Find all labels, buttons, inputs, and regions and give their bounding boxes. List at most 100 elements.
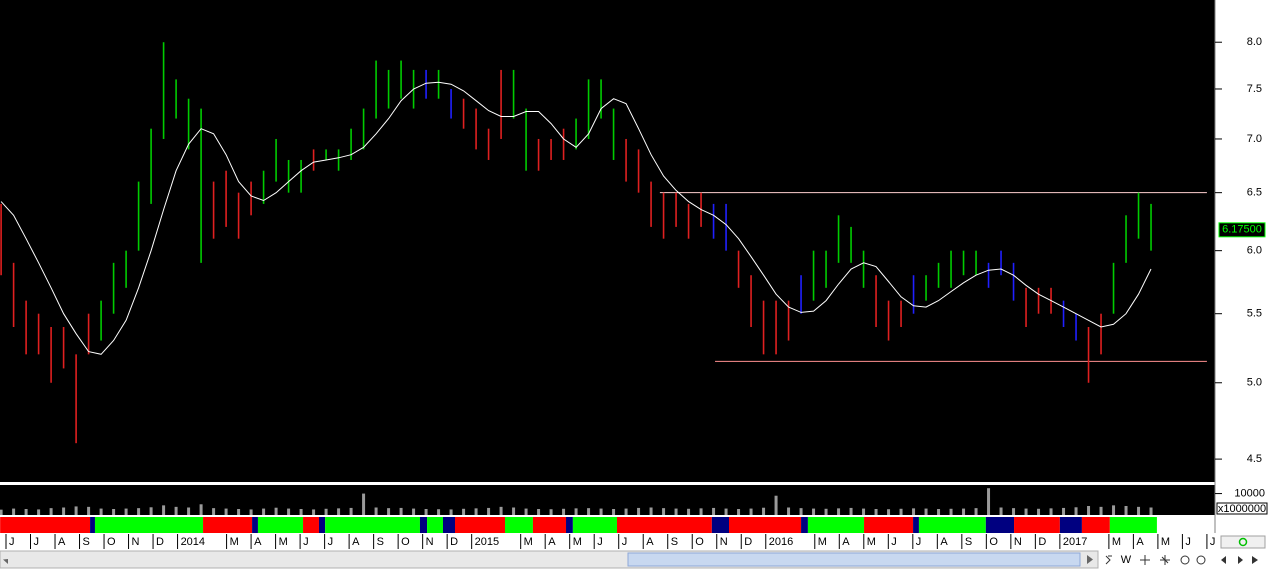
volume-bar xyxy=(324,508,328,515)
x-tick-label: J xyxy=(1185,536,1191,548)
scroll-left[interactable] xyxy=(3,559,8,564)
trend-segment xyxy=(252,517,258,533)
zoom-in[interactable] xyxy=(1196,555,1206,565)
x-tick-label: A xyxy=(1136,536,1144,548)
trend-segment xyxy=(918,517,986,533)
x-tick-label: A xyxy=(940,536,948,548)
volume-bar xyxy=(524,508,528,515)
y-tick-label: 6.5 xyxy=(1247,187,1262,199)
volume-bar xyxy=(599,508,603,515)
volume-bar xyxy=(612,509,616,515)
volume-bar xyxy=(424,509,428,515)
volume-bar xyxy=(912,508,916,515)
volume-bar xyxy=(274,507,278,515)
volume-bar xyxy=(199,504,203,515)
x-tick-label: O xyxy=(989,536,998,548)
volume-bar xyxy=(649,507,653,515)
status-button[interactable] xyxy=(1220,535,1266,549)
volume-bar xyxy=(1012,508,1016,515)
x-tick-label: 2015 xyxy=(475,536,499,548)
zoom-out[interactable] xyxy=(1180,555,1190,565)
y-tick-label: 6.0 xyxy=(1247,245,1262,257)
volume-bar xyxy=(987,488,991,515)
x-tick-label: S xyxy=(377,536,384,548)
volume-unit-box xyxy=(1216,502,1268,515)
volume-bar xyxy=(1024,508,1028,515)
volume-bar xyxy=(12,508,16,515)
volume-bar xyxy=(974,508,978,515)
volume-bar xyxy=(899,508,903,515)
x-tick-label: M xyxy=(524,536,533,548)
volume-bar xyxy=(787,507,791,515)
scroll-thumb[interactable] xyxy=(627,552,1081,567)
last-value-label: 6.17500 xyxy=(1222,224,1262,236)
x-tick-label: M xyxy=(573,536,582,548)
x-tick-label: N xyxy=(1014,536,1022,548)
volume-bar xyxy=(1149,507,1153,515)
volume-bar xyxy=(837,508,841,515)
volume-bar xyxy=(1087,506,1091,515)
volume-bar xyxy=(362,493,366,515)
tool-icon[interactable] xyxy=(1140,555,1150,565)
nav-icons[interactable] xyxy=(1221,556,1258,564)
x-tick-label: J xyxy=(303,536,309,548)
volume-bar xyxy=(737,509,741,515)
volume-bar xyxy=(499,506,503,515)
volume-bar xyxy=(337,508,341,515)
volume-tick-label: 10000 xyxy=(1234,487,1265,499)
y-tick-label: 5.5 xyxy=(1247,308,1262,320)
volume-bar xyxy=(187,507,191,515)
tool-icon[interactable] xyxy=(1160,555,1170,565)
volume-bar xyxy=(699,508,703,515)
volume-bar xyxy=(687,508,691,515)
volume-bar xyxy=(124,508,128,515)
x-tick-label: M xyxy=(818,536,827,548)
scroll-right[interactable] xyxy=(1087,555,1093,564)
x-tick-label: M xyxy=(230,536,239,548)
x-tick-label: M xyxy=(1161,536,1170,548)
volume-bar xyxy=(249,509,253,515)
x-tick-label: D xyxy=(156,536,164,548)
trend-segment xyxy=(801,517,808,533)
trend-segment xyxy=(1081,517,1110,533)
volume-bar xyxy=(112,509,116,515)
trend-segment xyxy=(913,517,919,533)
volume-bar xyxy=(724,508,728,515)
trend-segment xyxy=(1059,517,1082,533)
volume-bar xyxy=(474,508,478,515)
tool-icon[interactable] xyxy=(1105,555,1112,565)
volume-bar xyxy=(1137,506,1141,515)
volume-bar xyxy=(212,508,216,515)
x-tick-label: J xyxy=(597,536,603,548)
volume-bar xyxy=(312,509,316,515)
volume-bar xyxy=(1062,507,1066,515)
trend-segment xyxy=(729,517,802,533)
trend-segment xyxy=(303,517,319,533)
volume-bar xyxy=(437,509,441,515)
volume-bar xyxy=(224,508,228,515)
trend-segment xyxy=(90,517,95,533)
tool-label[interactable]: W xyxy=(1121,554,1132,566)
volume-bar xyxy=(712,507,716,515)
volume-bar xyxy=(287,508,291,515)
volume-bar xyxy=(999,507,1003,515)
volume-bar xyxy=(137,508,141,515)
x-tick-label: 2017 xyxy=(1063,536,1087,548)
trend-segment xyxy=(454,517,505,533)
volume-bar xyxy=(549,509,553,515)
volume-bar xyxy=(799,508,803,515)
volume-bar xyxy=(24,509,28,515)
y-tick-label: 4.5 xyxy=(1247,453,1262,465)
x-tick-label: 2016 xyxy=(769,536,793,548)
x-tick-label: A xyxy=(352,536,360,548)
volume-bar xyxy=(1112,505,1116,515)
volume-bar xyxy=(87,506,91,515)
volume-bar xyxy=(537,509,541,515)
volume-bar xyxy=(62,507,66,515)
x-tick-label: J xyxy=(9,536,15,548)
volume-bar xyxy=(99,508,103,515)
volume-bar xyxy=(812,508,816,515)
trend-segment xyxy=(711,517,729,533)
